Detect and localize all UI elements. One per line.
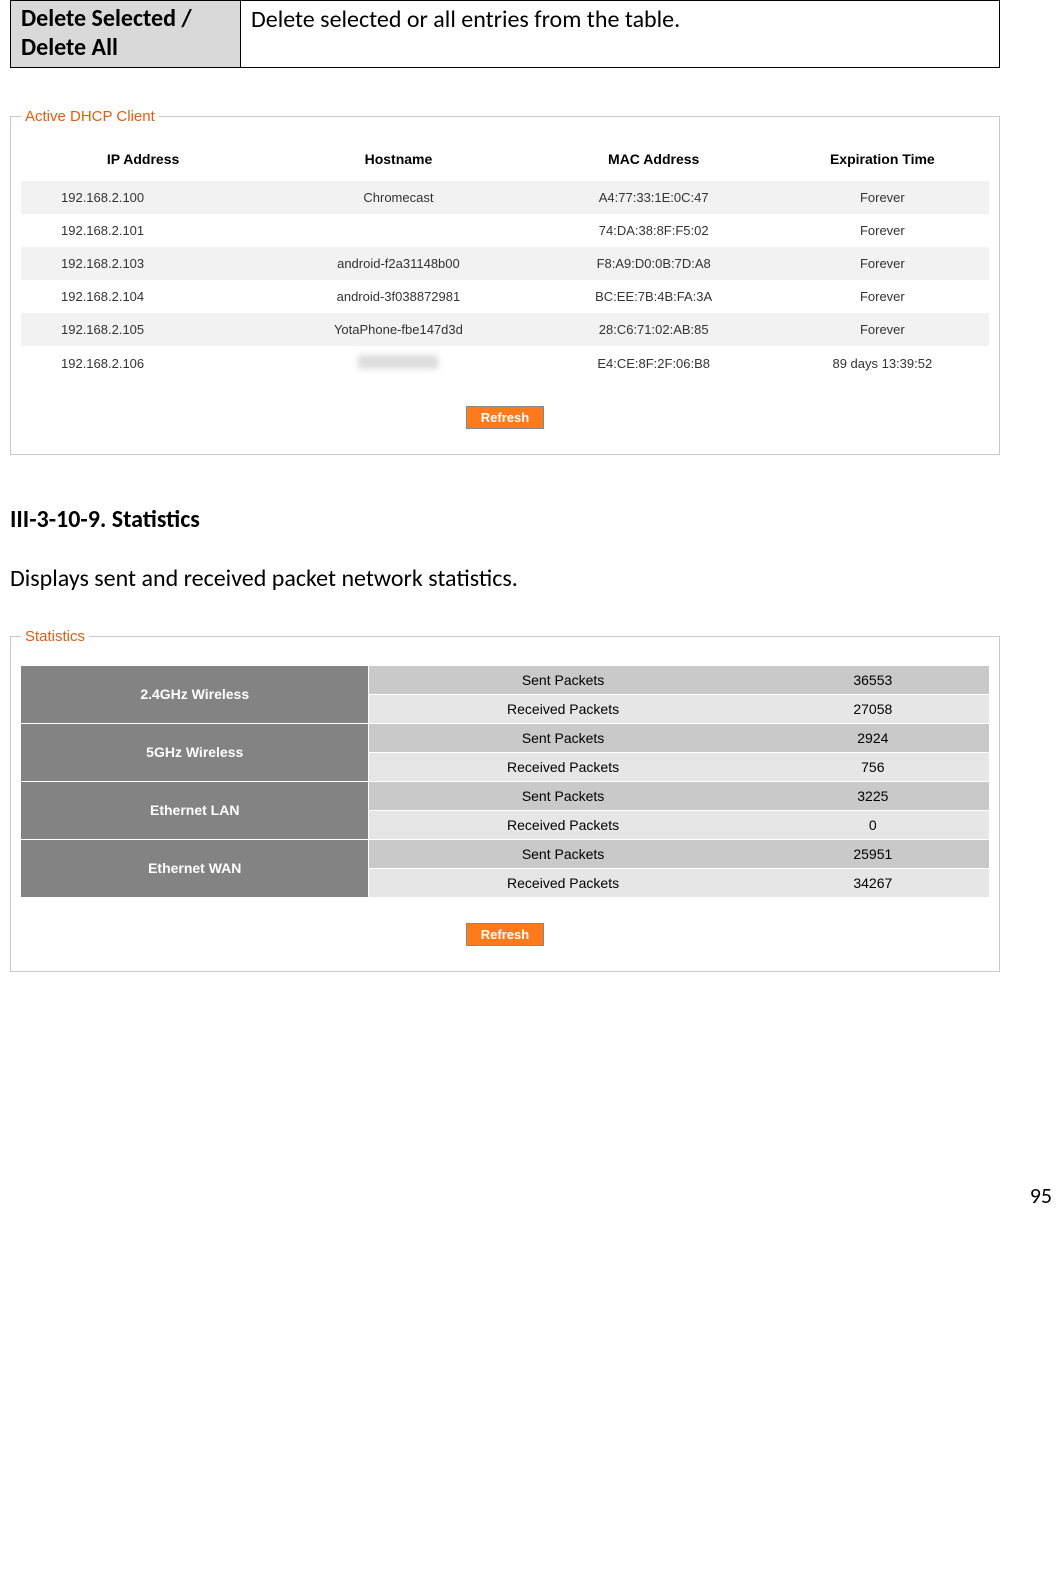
stats-metric: Sent Packets xyxy=(369,666,756,695)
dhcp-ip: 192.168.2.105 xyxy=(21,313,265,346)
stats-value: 34267 xyxy=(757,869,989,898)
dhcp-col-exp: Expiration Time xyxy=(776,145,989,181)
dhcp-hostname: android-3f038872981 xyxy=(265,280,531,313)
dhcp-expiration: 89 days 13:39:52 xyxy=(776,346,989,381)
dhcp-mac: A4:77:33:1E:0C:47 xyxy=(532,181,776,214)
dhcp-expiration: Forever xyxy=(776,280,989,313)
dhcp-col-ip: IP Address xyxy=(21,145,265,181)
dhcp-expiration: Forever xyxy=(776,181,989,214)
table-row: 192.168.2.105YotaPhone-fbe147d3d28:C6:71… xyxy=(21,313,989,346)
stats-value: 756 xyxy=(757,753,989,782)
table-row: 192.168.2.104android-3f038872981BC:EE:7B… xyxy=(21,280,989,313)
stats-value: 25951 xyxy=(757,840,989,869)
dhcp-hostname: android-f2a31148b00 xyxy=(265,247,531,280)
dhcp-table: IP Address Hostname MAC Address Expirati… xyxy=(21,145,989,381)
dhcp-mac: F8:A9:D0:0B:7D:A8 xyxy=(532,247,776,280)
dhcp-ip: 192.168.2.101 xyxy=(21,214,265,247)
stats-value: 36553 xyxy=(757,666,989,695)
dhcp-expiration: Forever xyxy=(776,214,989,247)
statistics-panel: Statistics 2.4GHz WirelessSent Packets36… xyxy=(10,628,1000,972)
dhcp-mac: BC:EE:7B:4B:FA:3A xyxy=(532,280,776,313)
dhcp-panel: Active DHCP Client IP Address Hostname M… xyxy=(10,108,1000,455)
table-row: 2.4GHz WirelessSent Packets36553 xyxy=(21,666,989,695)
table-row: 192.168.2.103android-f2a31148b00F8:A9:D0… xyxy=(21,247,989,280)
dhcp-col-host: Hostname xyxy=(265,145,531,181)
dhcp-col-mac: MAC Address xyxy=(532,145,776,181)
def-term: Delete Selected / Delete All xyxy=(11,1,241,68)
stats-value: 27058 xyxy=(757,695,989,724)
dhcp-ip: 192.168.2.100 xyxy=(21,181,265,214)
refresh-button[interactable]: Refresh xyxy=(466,923,544,946)
stats-interface: Ethernet LAN xyxy=(21,782,369,840)
stats-value: 3225 xyxy=(757,782,989,811)
statistics-table: 2.4GHz WirelessSent Packets36553Received… xyxy=(21,666,989,898)
table-row: 192.168.2.101 74:DA:38:8F:F5:02Forever xyxy=(21,214,989,247)
table-row: 192.168.2.100ChromecastA4:77:33:1E:0C:47… xyxy=(21,181,989,214)
dhcp-mac: E4:CE:8F:2F:06:B8 xyxy=(532,346,776,381)
dhcp-legend: Active DHCP Client xyxy=(21,108,159,125)
table-row: Ethernet LANSent Packets3225 xyxy=(21,782,989,811)
section-heading: III-3-10-9. Statistics xyxy=(10,505,1000,534)
stats-interface: 2.4GHz Wireless xyxy=(21,666,369,724)
statistics-legend: Statistics xyxy=(21,628,89,645)
section-paragraph: Displays sent and received packet networ… xyxy=(10,564,1000,593)
stats-metric: Received Packets xyxy=(369,811,756,840)
stats-interface: Ethernet WAN xyxy=(21,840,369,898)
dhcp-hostname xyxy=(265,214,531,247)
stats-metric: Received Packets xyxy=(369,753,756,782)
stats-value: 2924 xyxy=(757,724,989,753)
dhcp-mac: 74:DA:38:8F:F5:02 xyxy=(532,214,776,247)
stats-metric: Received Packets xyxy=(369,869,756,898)
stats-metric: Sent Packets xyxy=(369,840,756,869)
dhcp-ip: 192.168.2.106 xyxy=(21,346,265,381)
page-number: 95 xyxy=(0,1062,1060,1219)
dhcp-ip: 192.168.2.103 xyxy=(21,247,265,280)
dhcp-expiration: Forever xyxy=(776,313,989,346)
definition-table: Delete Selected / Delete All Delete sele… xyxy=(10,0,1000,68)
refresh-button[interactable]: Refresh xyxy=(466,406,544,429)
dhcp-hostname: YotaPhone-fbe147d3d xyxy=(265,313,531,346)
def-desc: Delete selected or all entries from the … xyxy=(241,1,1000,68)
dhcp-ip: 192.168.2.104 xyxy=(21,280,265,313)
dhcp-hostname: Chromecast xyxy=(265,181,531,214)
dhcp-mac: 28:C6:71:02:AB:85 xyxy=(532,313,776,346)
dhcp-hostname xyxy=(265,346,531,381)
table-row: Ethernet WANSent Packets25951 xyxy=(21,840,989,869)
dhcp-expiration: Forever xyxy=(776,247,989,280)
stats-metric: Sent Packets xyxy=(369,782,756,811)
stats-value: 0 xyxy=(757,811,989,840)
stats-interface: 5GHz Wireless xyxy=(21,724,369,782)
table-row: 5GHz WirelessSent Packets2924 xyxy=(21,724,989,753)
stats-metric: Received Packets xyxy=(369,695,756,724)
table-row: 192.168.2.106 E4:CE:8F:2F:06:B889 days 13… xyxy=(21,346,989,381)
stats-metric: Sent Packets xyxy=(369,724,756,753)
